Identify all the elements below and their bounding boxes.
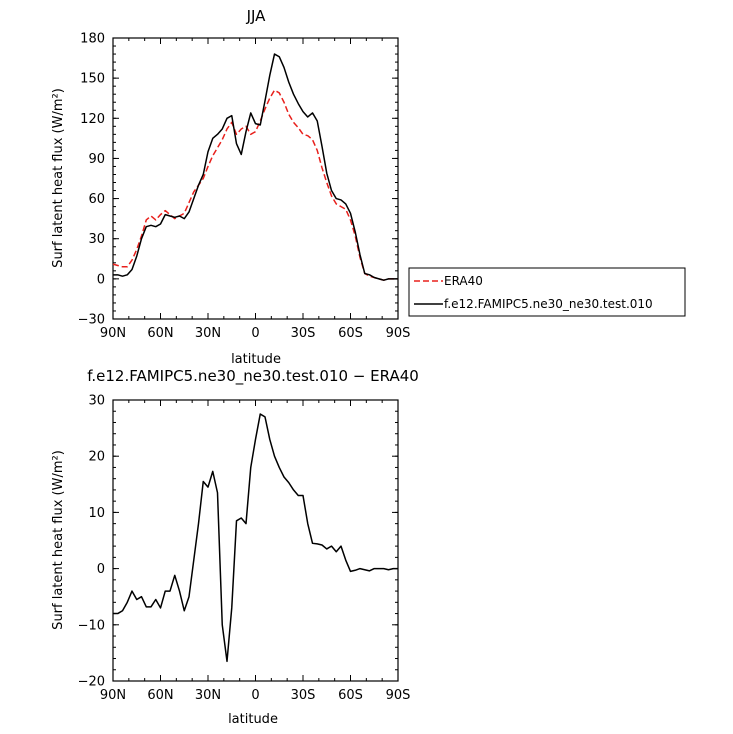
- bottom-x-axis-label: latitude: [228, 712, 278, 727]
- y-tick-label: 0: [97, 272, 105, 287]
- y-tick-label: 10: [88, 506, 105, 521]
- bottom-series-lines: [113, 413, 398, 663]
- x-tick-label: 0: [251, 326, 259, 341]
- top-y-ticks: −30 0 30 60 90 120 150 180: [78, 32, 398, 328]
- y-tick-label: 90: [88, 152, 105, 167]
- x-tick-label: 90S: [386, 326, 411, 341]
- y-tick-label: −30: [78, 313, 105, 328]
- legend-label-model: f.e12.FAMIPC5.ne30_ne30.test.010: [444, 297, 653, 311]
- x-tick-label: 60S: [338, 688, 363, 703]
- top-y-axis-label: Surf latent heat flux (W/m²): [51, 88, 66, 268]
- y-tick-label: 180: [80, 32, 105, 47]
- y-tick-label: 120: [80, 112, 105, 127]
- top-x-axis-label: latitude: [231, 352, 281, 367]
- x-tick-label: 60N: [147, 688, 173, 703]
- top-panel: JJA 90N 60N 30N 0 30S 60S 90S −30 0 30 60 90 120 150…: [51, 7, 410, 367]
- top-series-lines: [112, 53, 398, 281]
- legend-label-era40: ERA40: [444, 274, 483, 288]
- x-tick-label: 90N: [100, 688, 126, 703]
- series-line-1-0: [113, 413, 398, 663]
- bottom-panel-title: f.e12.FAMIPC5.ne30_ne30.test.010 − ERA40: [87, 367, 419, 386]
- x-tick-label: 30N: [195, 326, 221, 341]
- bottom-panel: f.e12.FAMIPC5.ne30_ne30.test.010 − ERA40…: [51, 367, 419, 727]
- x-tick-label: 30S: [291, 326, 316, 341]
- y-tick-label: 30: [88, 394, 105, 409]
- x-tick-label: 30N: [195, 688, 221, 703]
- x-tick-label: 0: [251, 688, 259, 703]
- x-tick-label: 90N: [100, 326, 126, 341]
- y-tick-label: −10: [78, 618, 105, 633]
- x-tick-label: 60S: [338, 326, 363, 341]
- top-plot-frame: [112, 37, 399, 320]
- y-tick-label: 30: [88, 232, 105, 247]
- series-line-0-0: [112, 89, 398, 281]
- y-tick-label: 150: [80, 72, 105, 87]
- top-x-ticks: 90N 60N 30N 0 30S 60S 90S: [100, 38, 411, 341]
- bottom-x-ticks: 90N 60N 30N 0 30S 60S 90S: [100, 400, 411, 703]
- x-tick-label: 30S: [291, 688, 316, 703]
- y-tick-label: −20: [78, 675, 105, 690]
- bottom-y-axis-label: Surf latent heat flux (W/m²): [51, 450, 66, 630]
- y-tick-label: 20: [88, 450, 105, 465]
- y-tick-label: 0: [97, 562, 105, 577]
- x-tick-label: 60N: [147, 326, 173, 341]
- legend: ERA40 f.e12.FAMIPC5.ne30_ne30.test.010: [408, 267, 686, 317]
- top-panel-title: JJA: [246, 7, 267, 25]
- y-tick-label: 60: [88, 192, 105, 207]
- bottom-y-ticks: −20 −10 0 10 20 30: [78, 394, 398, 690]
- series-line-0-1: [113, 53, 398, 281]
- legend-box: [408, 267, 686, 317]
- x-tick-label: 90S: [386, 688, 411, 703]
